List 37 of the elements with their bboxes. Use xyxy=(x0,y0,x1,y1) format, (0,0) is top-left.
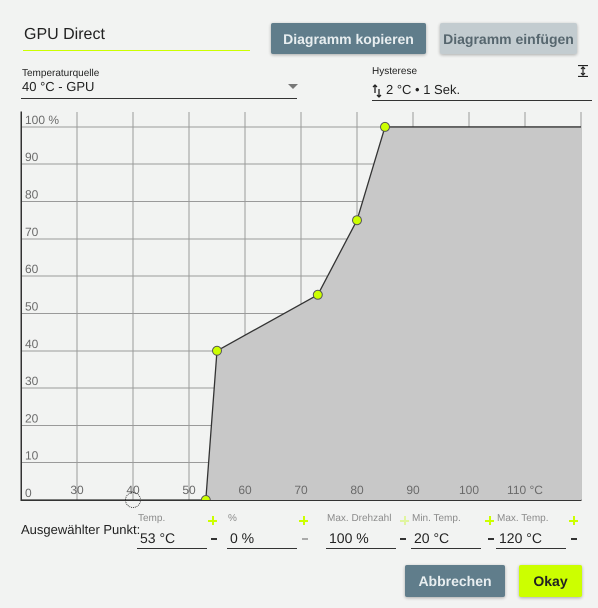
text: Hysterese xyxy=(372,66,418,77)
x-tick-label: 110 °C xyxy=(507,483,544,497)
x-tick-label: 100 xyxy=(458,483,480,497)
text: Temperaturquelle xyxy=(22,68,100,79)
text: 100 % xyxy=(329,530,369,546)
text: Temp. xyxy=(138,513,166,524)
text: Min. Temp. xyxy=(412,513,461,524)
x-tick-label: 80 xyxy=(350,483,364,497)
text: Diagramm einfügen xyxy=(440,23,577,54)
y-tick-label: 20 xyxy=(25,411,39,426)
x-tick-label: 70 xyxy=(294,483,308,497)
y-tick-label: 80 xyxy=(25,188,39,202)
text: 2 °C • 1 Sek. xyxy=(386,82,460,97)
text: 0 % xyxy=(230,530,254,546)
text: Okay xyxy=(519,565,582,597)
y-tick-label: 100 % xyxy=(25,112,60,127)
text: % xyxy=(228,513,237,524)
y-tick-label: 0 xyxy=(25,486,32,500)
y-tick-label: 70 xyxy=(25,224,39,239)
x-tick-label: 60 xyxy=(238,483,252,497)
text: 20 °C xyxy=(414,530,450,546)
text: Diagramm kopieren xyxy=(271,23,426,54)
y-tick-label: 10 xyxy=(25,448,39,463)
text: 53 °C xyxy=(140,530,176,546)
text: 40 °C - GPU xyxy=(22,79,94,94)
text: Max. Temp. xyxy=(497,513,548,524)
y-tick-label: 40 xyxy=(25,336,39,351)
y-tick-label: 90 xyxy=(25,150,39,164)
y-tick-label: 60 xyxy=(25,262,39,276)
text: Ausgewählter Punkt: xyxy=(21,522,140,537)
text: Max. Drehzahl xyxy=(327,513,392,524)
text: 120 °C xyxy=(499,530,542,546)
text: Abbrechen xyxy=(405,565,505,597)
y-tick-label: 30 xyxy=(25,374,39,388)
y-tick-label: 50 xyxy=(25,299,39,314)
chart-title: GPU Direct xyxy=(24,26,105,44)
x-tick-label: 90 xyxy=(406,483,420,497)
